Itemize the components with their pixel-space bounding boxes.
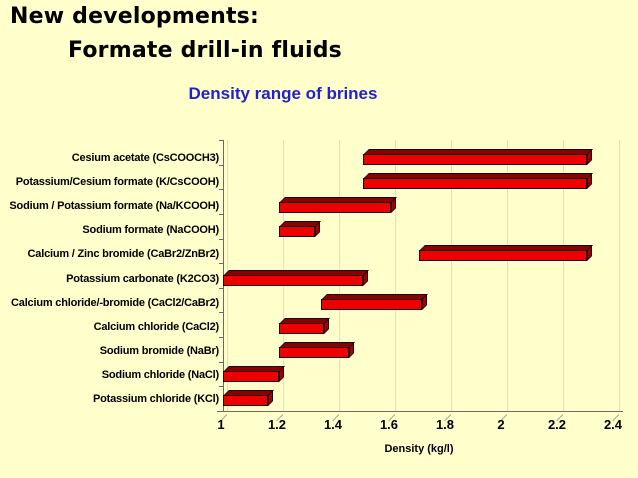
gridline — [395, 140, 396, 411]
category-axis-tick — [219, 361, 224, 363]
bar-side-face — [587, 173, 592, 190]
category-axis-tick — [219, 411, 224, 412]
x-tick-label: 1.6 — [379, 417, 399, 432]
category-axis-tick — [219, 287, 224, 289]
range-bar — [363, 149, 593, 166]
x-tick-label: 2.4 — [603, 417, 623, 432]
range-bar — [279, 317, 330, 334]
x-tick-label: 1.8 — [435, 417, 455, 432]
bar-front-face — [223, 395, 268, 407]
category-label: Potassium chloride (KCl) — [93, 393, 219, 405]
bar-front-face — [223, 370, 279, 382]
bar-front-face — [279, 346, 349, 358]
category-axis-tick — [219, 386, 224, 388]
gridline — [507, 140, 508, 411]
category-label: Potassium/Cesium formate (K/CsCOOH) — [15, 176, 219, 189]
category-axis-tick — [219, 189, 224, 191]
range-bar — [363, 173, 593, 190]
category-label: Cesium acetate (CsCOOCH3) — [71, 152, 219, 164]
x-tick-label: 1.2 — [267, 417, 287, 432]
category-axis-tick — [219, 140, 224, 141]
bar-front-face — [363, 154, 587, 166]
range-bar — [279, 221, 322, 238]
bar-front-face — [279, 226, 316, 238]
gridline — [619, 140, 620, 411]
range-bar — [223, 390, 274, 407]
bar-front-face — [279, 202, 391, 214]
bar-front-face — [363, 178, 587, 190]
x-tick-label: 2.2 — [547, 417, 567, 432]
category-axis-tick — [219, 238, 224, 240]
category-axis-tick — [219, 263, 224, 265]
value-axis-line — [217, 411, 623, 412]
range-bar — [321, 293, 428, 310]
x-tick-label: 2 — [497, 417, 505, 432]
bar-front-face — [279, 322, 324, 334]
x-axis-label: Density (kg/l) — [384, 443, 454, 455]
category-label: Potassium carbonate (K2CO3) — [66, 272, 219, 285]
range-bar — [419, 245, 593, 262]
slide-title: New developments: — [10, 4, 259, 29]
category-label: Calcium chloride/-bromide (CaCl2/CaBr2) — [11, 296, 219, 309]
bar-side-face — [587, 245, 592, 262]
slide-subtitle: Formate drill-in fluids — [68, 38, 342, 63]
bar-side-face — [315, 221, 321, 238]
category-axis-tick — [219, 312, 224, 314]
bar-front-face — [321, 298, 422, 310]
gridline — [451, 140, 452, 411]
category-axis-tick — [219, 213, 224, 215]
bar-side-face — [587, 149, 592, 166]
category-label: Calcium / Zinc bromide (CaBr2/ZnBr2) — [27, 248, 220, 261]
bar-front-face — [419, 250, 587, 262]
category-axis-tick — [219, 164, 224, 166]
category-label: Calcium chloride (CaCl2) — [93, 320, 220, 333]
gridline — [563, 140, 564, 411]
x-tick-label: 1.4 — [323, 417, 343, 432]
range-bar — [279, 197, 397, 214]
range-bar — [223, 365, 285, 382]
category-label: Sodium formate (NaCOOH) — [82, 224, 219, 237]
range-bar — [223, 269, 369, 286]
x-tick-label: 1 — [217, 417, 225, 432]
category-label: Sodium / Potassium formate (Na/KCOOH) — [9, 200, 219, 213]
range-bar — [279, 341, 355, 358]
category-axis-tick — [219, 337, 224, 339]
chart-title: Density range of brines — [188, 84, 378, 103]
bar-front-face — [223, 274, 363, 286]
category-label: Sodium bromide (NaBr) — [99, 344, 219, 357]
category-label: Sodium chloride (NaCl) — [101, 368, 219, 381]
